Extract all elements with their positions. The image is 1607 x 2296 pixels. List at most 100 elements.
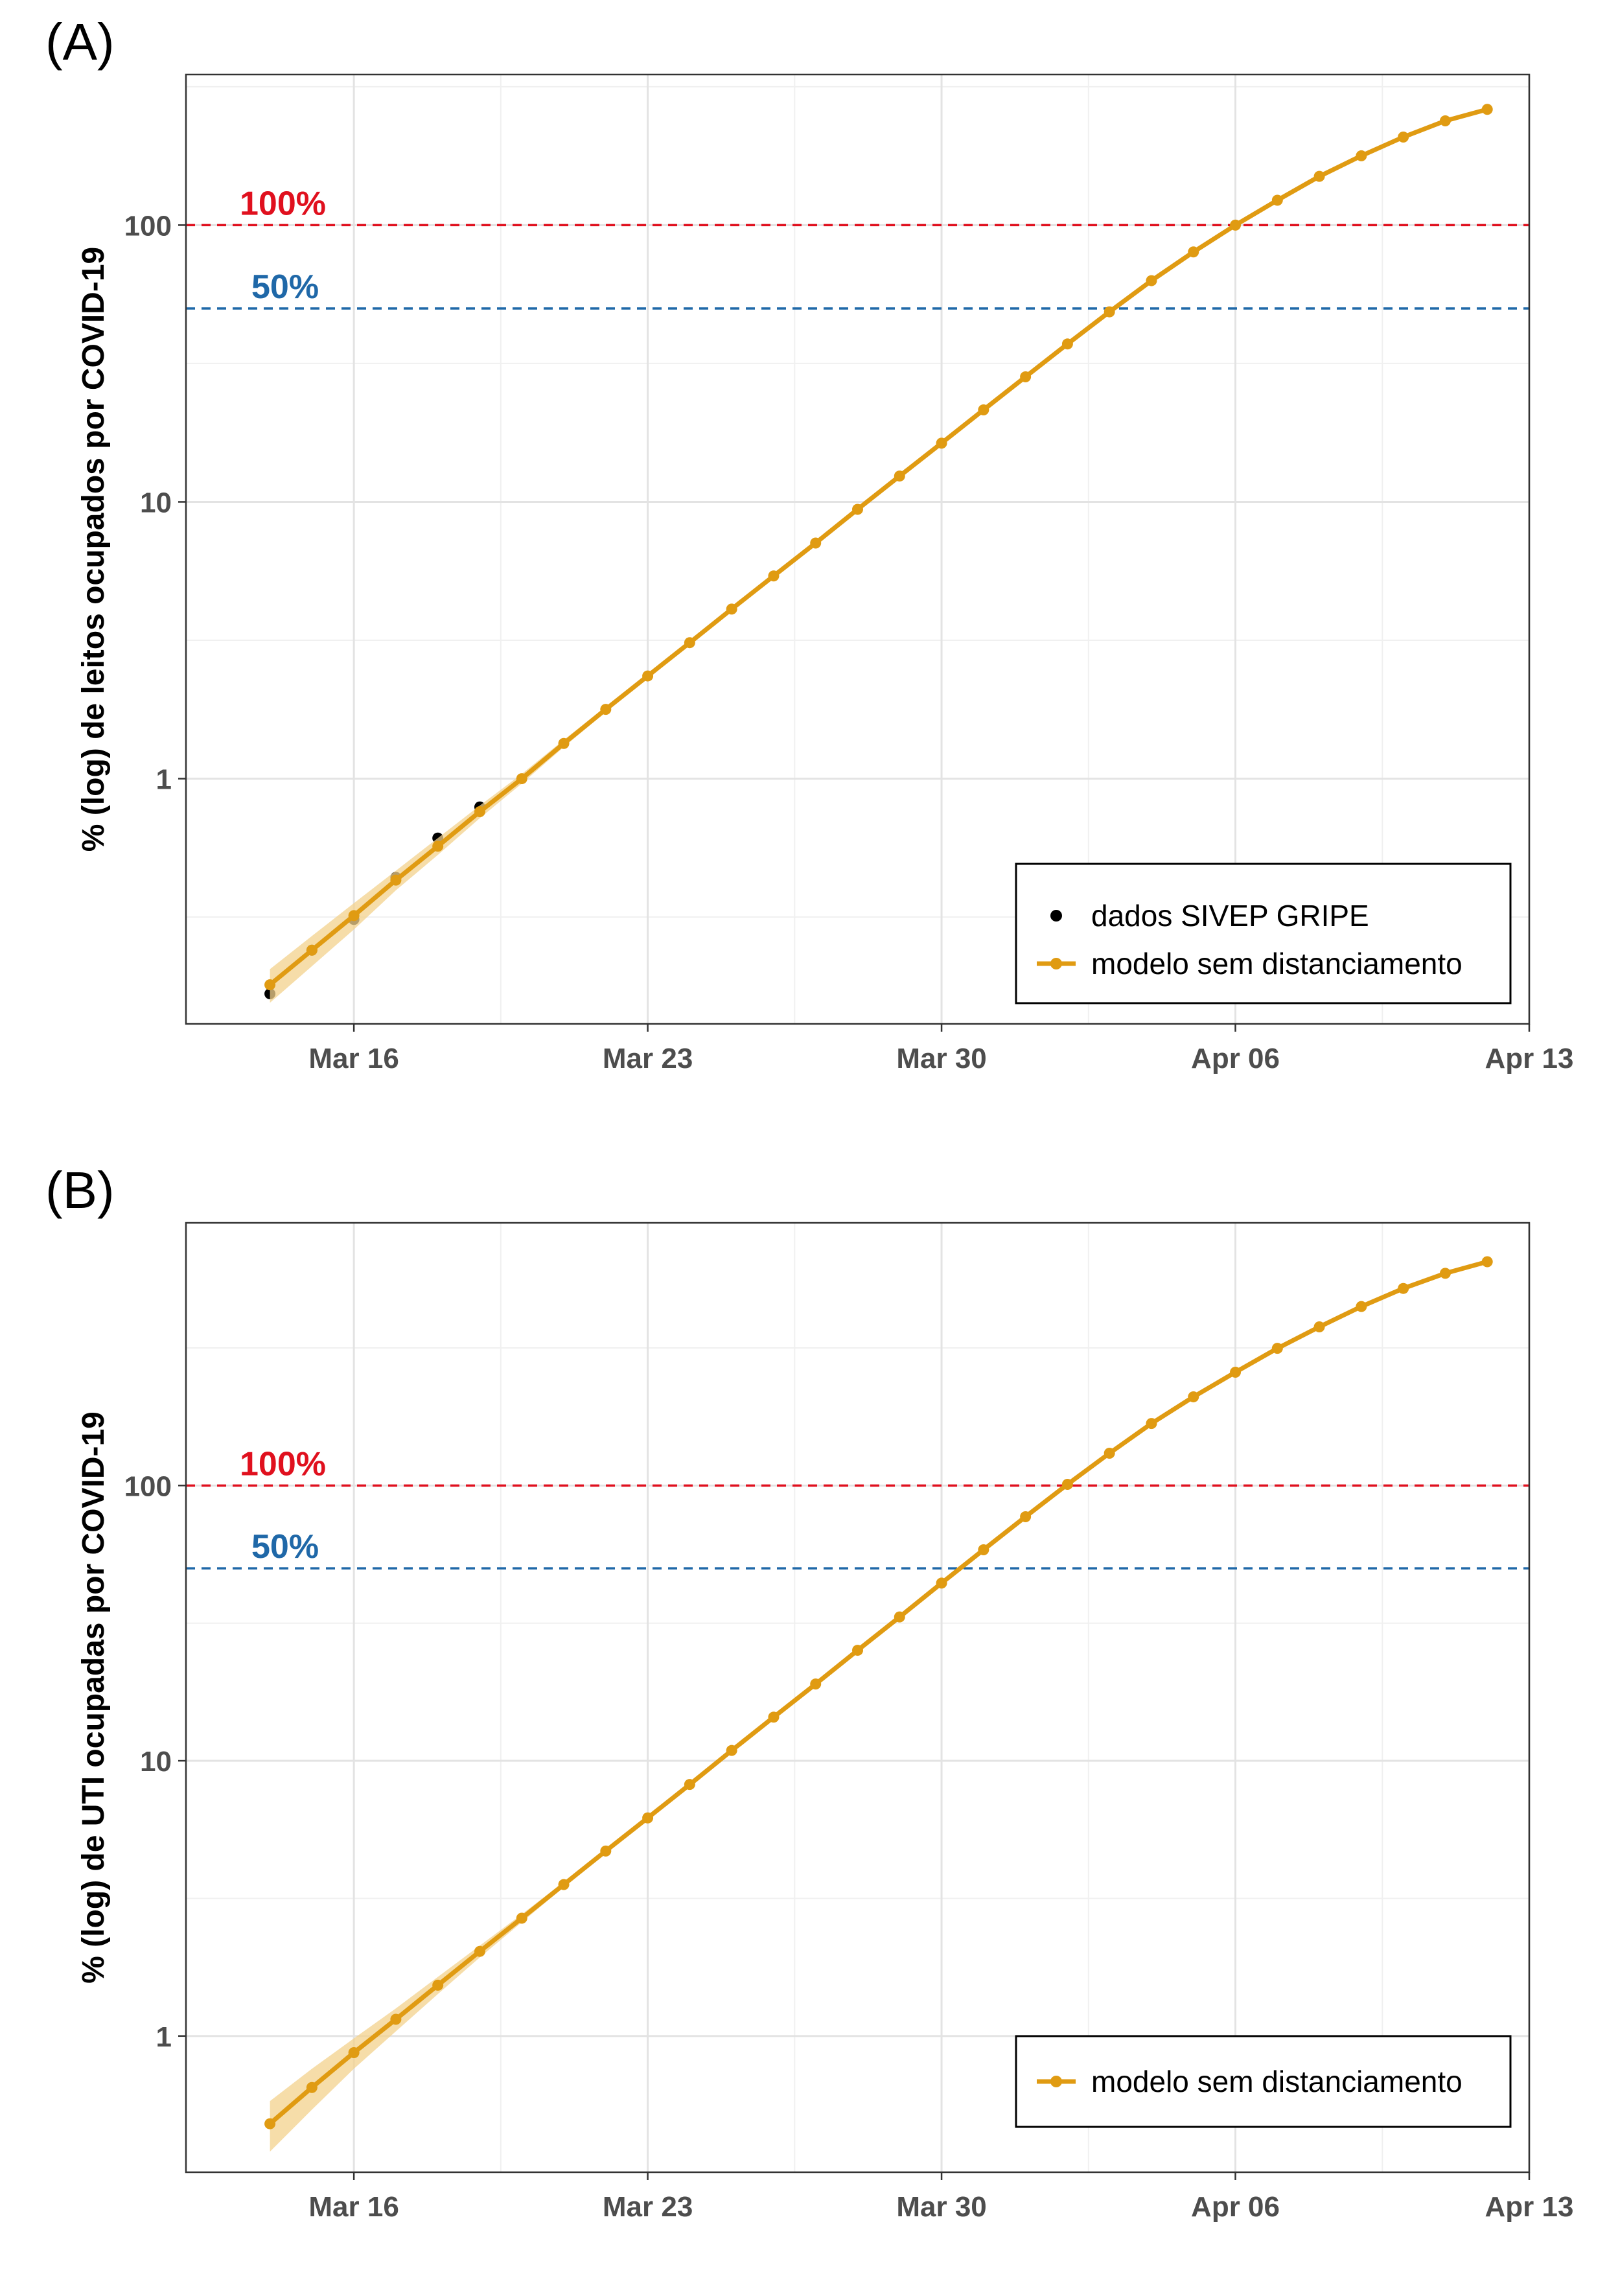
model-point: [1271, 1343, 1283, 1354]
legend: dados SIVEP GRIPE modelo sem distanciamen…: [1015, 863, 1512, 1004]
model-point: [348, 910, 360, 922]
model-line: [268, 107, 1488, 987]
model-point: [1188, 246, 1199, 258]
model-point: [768, 570, 780, 582]
reference-label-50: 50%: [251, 1528, 319, 1566]
model-point: [894, 470, 905, 482]
confidence-band: [270, 1262, 1488, 2152]
panel-label: (A): [45, 13, 115, 71]
model-point: [1271, 194, 1283, 206]
x-tick-label: Mar 23: [603, 2191, 693, 2223]
model-point: [978, 1544, 989, 1556]
model-point: [1020, 1511, 1032, 1523]
model-point: [684, 1779, 695, 1791]
model-point: [684, 637, 695, 649]
model-point: [1356, 1301, 1367, 1312]
model-point: [516, 773, 527, 785]
model-point: [1146, 1418, 1157, 1430]
model-point: [1061, 338, 1073, 350]
model-point: [432, 1979, 444, 1991]
reference-label-100: 100%: [240, 185, 326, 222]
model-point: [642, 670, 654, 682]
legend-key-point: [1050, 2076, 1062, 2087]
x-tick-label: Apr 13: [1485, 2191, 1574, 2223]
x-tick-label: Apr 06: [1191, 2191, 1280, 2223]
model-point: [810, 1678, 822, 1690]
legend-key-point: [1050, 958, 1062, 969]
model-point: [474, 806, 485, 817]
x-tick-label: Mar 16: [308, 1043, 399, 1074]
model-point: [726, 603, 737, 615]
model-point: [810, 537, 822, 549]
panel-a-chart: (A) 100% 50% Mar 16 Mar 23 Mar 30 Apr 06 Apr 13…: [45, 13, 1574, 1074]
legend-label: modelo sem distanciamento: [1091, 947, 1462, 980]
plot-border: [185, 1222, 1531, 2174]
model-point: [1313, 170, 1325, 182]
legend-key-point: [1050, 910, 1062, 922]
model-point: [1230, 1366, 1242, 1378]
x-tick-label: Apr 06: [1191, 1043, 1280, 1074]
model-point: [1481, 1256, 1493, 1268]
model-point: [978, 404, 989, 415]
legend-label: dados SIVEP GRIPE: [1091, 899, 1369, 933]
model-point: [1061, 1478, 1073, 1490]
y-axis-title: % (log) de leitos ocupados por COVID-19: [76, 247, 111, 852]
series-1: [264, 104, 1493, 1003]
model-point: [264, 979, 276, 991]
model-point: [1020, 371, 1032, 383]
model-point: [936, 1577, 947, 1589]
y-tick-label: 1: [156, 2021, 172, 2053]
y-tick-label: 10: [140, 487, 172, 518]
model-point: [432, 841, 444, 852]
model-point: [390, 874, 402, 886]
model-point: [1398, 132, 1409, 143]
y-tick-label: 1: [156, 764, 172, 796]
panel-b-chart: (B) 100% 50% Mar 16 Mar 23 Mar 30 Apr 06 Apr 13…: [45, 1161, 1574, 2223]
model-point: [558, 1879, 570, 1890]
model-point: [1188, 1391, 1199, 1402]
model-point: [264, 2118, 276, 2129]
model-point: [936, 437, 947, 449]
model-point: [1356, 150, 1367, 161]
y-tick-label: 100: [124, 210, 172, 242]
model-point: [1481, 104, 1493, 115]
model-point: [600, 704, 612, 715]
model-point: [390, 2013, 402, 2025]
x-tick-label: Mar 16: [308, 2191, 399, 2223]
model-point: [768, 1711, 780, 1723]
model-point: [852, 1645, 863, 1656]
panel-label: (B): [45, 1161, 115, 1219]
x-tick-label: Mar 23: [603, 1043, 693, 1074]
model-point: [348, 2047, 360, 2059]
plot-border: [185, 73, 1531, 1025]
model-point: [1230, 219, 1242, 231]
model-point: [852, 504, 863, 515]
model-point: [1398, 1282, 1409, 1294]
legend-box: [1015, 2035, 1512, 2128]
y-axis-title: % (log) de UTI ocupadas por COVID-19: [76, 1411, 111, 1984]
model-point: [1104, 306, 1115, 318]
x-tick-label: Apr 13: [1485, 1043, 1574, 1074]
model-point: [1146, 275, 1157, 286]
model-point: [558, 737, 570, 749]
model-point: [516, 1912, 527, 1924]
model-point: [1439, 1268, 1451, 1279]
x-tick-label: Mar 30: [896, 2191, 986, 2223]
y-tick-label: 100: [124, 1470, 172, 1502]
legend-box: [1015, 863, 1512, 1004]
model-point: [600, 1845, 612, 1857]
model-point: [306, 944, 318, 956]
reference-label-50: 50%: [251, 268, 319, 306]
model-point: [1313, 1321, 1325, 1333]
legend: modelo sem distanciamento: [1015, 2035, 1512, 2128]
series-0: [264, 1256, 1493, 2152]
model-line: [268, 1259, 1488, 2126]
x-tick-label: Mar 30: [896, 1043, 986, 1074]
model-point: [1104, 1448, 1115, 1459]
model-point: [726, 1745, 737, 1756]
legend-label: modelo sem distanciamento: [1091, 2065, 1462, 2098]
y-tick-label: 10: [140, 1746, 172, 1778]
model-point: [894, 1611, 905, 1623]
reference-label-100: 100%: [240, 1445, 326, 1483]
model-point: [642, 1812, 654, 1824]
